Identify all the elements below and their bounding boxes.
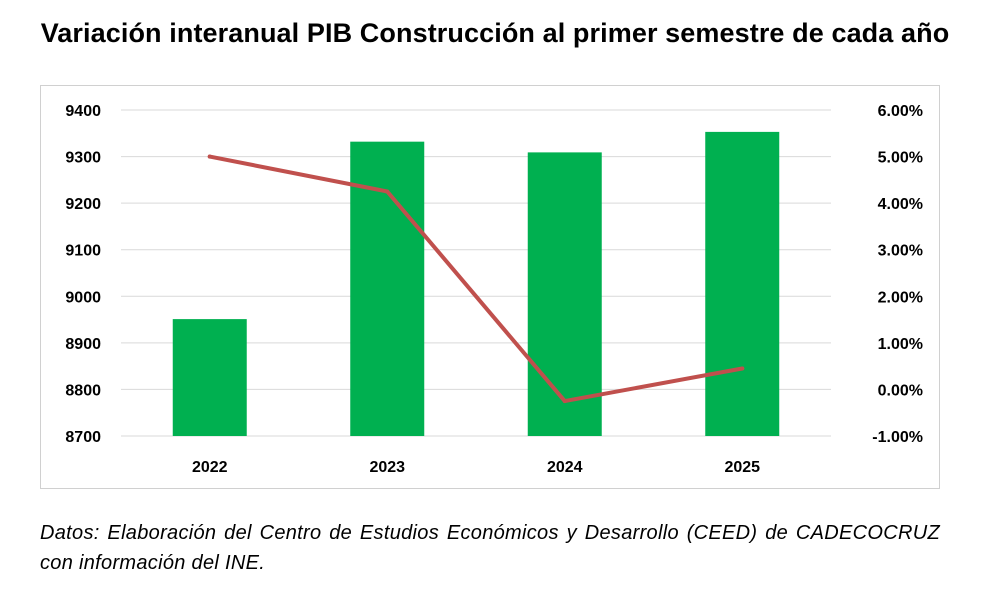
y-tick-label-right: 4.00% — [878, 196, 923, 213]
bar — [172, 319, 247, 436]
y-axis-left: 9400 9300 9200 9100 9000 8900 8800 8700 — [65, 103, 101, 446]
y-tick-label-right: 3.00% — [878, 243, 923, 260]
y-tick-label-left: 8800 — [65, 382, 101, 399]
line-point — [740, 366, 745, 371]
bar — [705, 131, 780, 436]
y-tick-label-left: 9000 — [65, 289, 101, 306]
y-tick-label-right: 1.00% — [878, 336, 923, 353]
chart-frame: 9400 9300 9200 9100 9000 8900 8800 8700 6.00% 5.… — [40, 85, 940, 489]
y-tick-label-left: 9400 — [65, 103, 101, 120]
bar — [527, 152, 602, 436]
x-tick-label: 2025 — [724, 459, 760, 476]
x-tick-label: 2023 — [369, 459, 405, 476]
y-tick-label-right: 0.00% — [878, 382, 923, 399]
y-tick-label-left: 9300 — [65, 150, 101, 167]
chart-svg: 9400 9300 9200 9100 9000 8900 8800 8700 6.00% 5.… — [65, 103, 923, 476]
line-point — [562, 399, 567, 404]
line-series — [207, 154, 745, 404]
bar-series — [172, 131, 780, 436]
x-tick-label: 2022 — [192, 459, 228, 476]
line-point — [385, 189, 390, 194]
line-path — [207, 154, 745, 404]
y-tick-label-left: 8700 — [65, 429, 101, 446]
y-tick-label-right: 6.00% — [878, 103, 923, 120]
y-tick-label-left: 9200 — [65, 196, 101, 213]
chart-title: Variación interanual PIB Construcción al… — [40, 18, 950, 48]
line-point — [207, 154, 212, 159]
y-axis-right: 6.00% 5.00% 4.00% 3.00% 2.00% 1.00% 0.00% -1.00… — [872, 103, 923, 446]
y-tick-label-right: 5.00% — [878, 150, 923, 167]
x-axis: 2022 2023 2024 2025 — [192, 459, 760, 476]
y-tick-label-left: 9100 — [65, 243, 101, 260]
y-tick-label-left: 8900 — [65, 336, 101, 353]
y-tick-label-right: -1.00% — [872, 429, 923, 446]
y-tick-label-right: 2.00% — [878, 289, 923, 306]
x-tick-label: 2024 — [547, 459, 583, 476]
source-note: Datos: Elaboración del Centro de Estudio… — [40, 522, 940, 574]
